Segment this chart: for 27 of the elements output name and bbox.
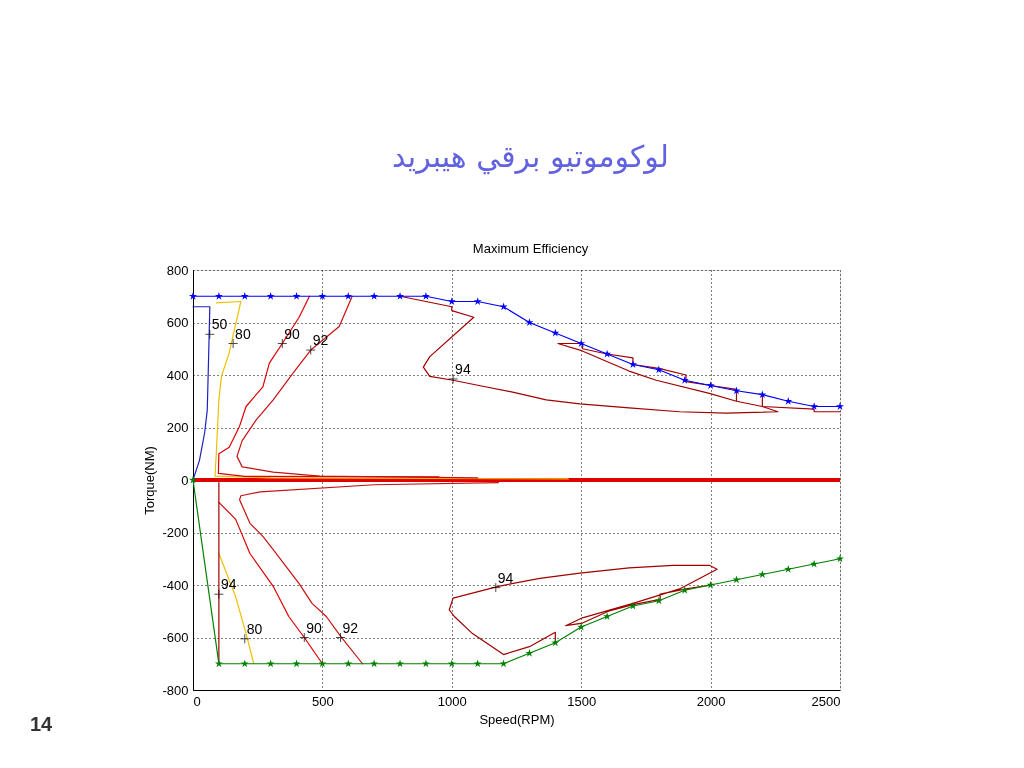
- y-tick-label: -400: [162, 577, 189, 593]
- x-tick-label: 1500: [567, 693, 597, 709]
- y-tick-label: 600: [166, 315, 189, 330]
- chart-subtitle: Maximum Efficiency: [472, 241, 589, 256]
- annotation: 94: [455, 360, 471, 377]
- y-tick-label: 800: [166, 262, 189, 278]
- y-tick-label: -200: [162, 525, 189, 540]
- annotation: 92: [342, 619, 359, 636]
- x-tick-label: 2500: [811, 693, 841, 709]
- x-tick-label: 1000: [437, 693, 467, 709]
- annotation: 94: [497, 569, 514, 586]
- text: 14: [30, 713, 54, 735]
- y-tick-label: 200: [166, 420, 189, 435]
- y-tick-label: -800: [162, 682, 189, 698]
- y-tick-label: 0: [181, 472, 189, 488]
- annotation: 90: [306, 619, 323, 636]
- x-tick-label: 2000: [696, 693, 726, 709]
- annotation: 80: [246, 620, 263, 637]
- y-axis-title: Torque(NM): [142, 446, 158, 515]
- y-tick-label: 400: [166, 367, 189, 383]
- annotation: 80: [235, 325, 251, 342]
- x-axis-title: Speed(RPM): [479, 711, 555, 727]
- annotation: 50: [211, 316, 228, 333]
- y-tick-label: -600: [162, 630, 189, 645]
- x-tick-label: 0: [193, 693, 201, 709]
- chart-title: لوکوموتیو برقي هيبريد: [392, 139, 669, 175]
- x-tick-label: 500: [312, 693, 334, 709]
